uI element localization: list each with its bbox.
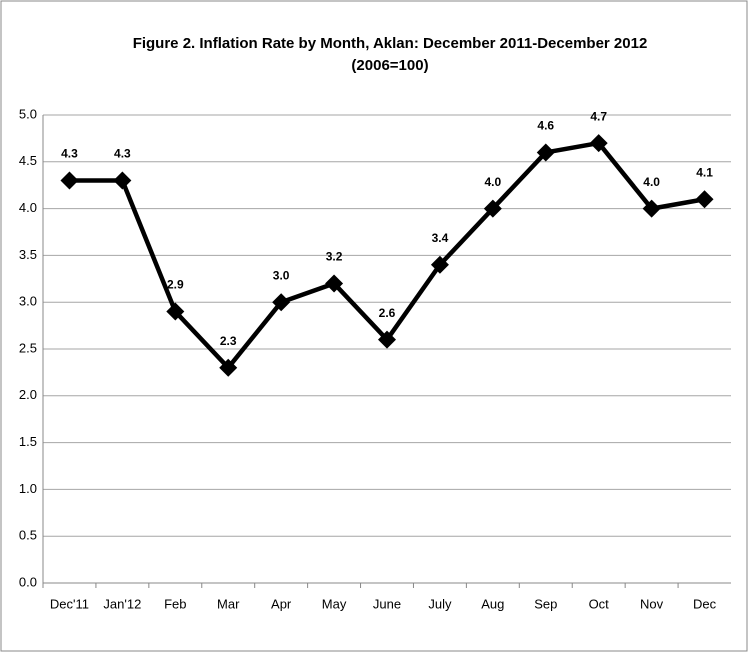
chart-subtitle: (2006=100) bbox=[351, 57, 428, 74]
data-label: 2.6 bbox=[379, 306, 396, 320]
marker bbox=[536, 143, 555, 162]
y-tick-label: 2.0 bbox=[19, 387, 37, 402]
x-tick-label: May bbox=[322, 596, 347, 611]
marker bbox=[430, 255, 449, 274]
y-tick-label: 2.5 bbox=[19, 340, 37, 355]
x-tick-label: June bbox=[373, 596, 401, 611]
data-label: 3.0 bbox=[273, 268, 290, 282]
data-label: 2.3 bbox=[220, 334, 237, 348]
x-tick-label: July bbox=[428, 596, 452, 611]
y-tick-label: 4.0 bbox=[19, 200, 37, 215]
data-label: 4.6 bbox=[537, 119, 554, 133]
y-tick-label: 0.0 bbox=[19, 574, 37, 589]
marker bbox=[378, 330, 396, 349]
chart-title: Figure 2. Inflation Rate by Month, Aklan… bbox=[133, 35, 648, 52]
y-tick-label: 3.5 bbox=[19, 247, 37, 262]
x-tick-label: Oct bbox=[589, 596, 610, 611]
x-tick-label: Sep bbox=[534, 596, 557, 611]
y-tick-label: 0.5 bbox=[19, 528, 37, 543]
x-tick-label: Apr bbox=[271, 596, 292, 611]
data-label: 2.9 bbox=[167, 278, 184, 292]
x-tick-label: Jan'12 bbox=[103, 596, 141, 611]
marker bbox=[483, 199, 502, 218]
y-tick-label: 4.5 bbox=[19, 153, 37, 168]
x-tick-label: Nov bbox=[640, 596, 664, 611]
y-tick-label: 1.5 bbox=[19, 434, 37, 449]
data-label: 3.4 bbox=[432, 231, 449, 245]
x-tick-label: Aug bbox=[481, 596, 504, 611]
y-tick-label: 5.0 bbox=[19, 106, 37, 121]
y-tick-label: 3.0 bbox=[19, 294, 37, 309]
y-tick-label: 1.0 bbox=[19, 481, 37, 496]
marker bbox=[642, 199, 661, 218]
x-tick-label: Feb bbox=[164, 596, 186, 611]
x-tick-label: Dec'11 bbox=[50, 596, 89, 611]
marker bbox=[589, 134, 608, 153]
data-label: 3.2 bbox=[326, 250, 343, 264]
data-label: 4.7 bbox=[590, 109, 607, 123]
data-label: 4.3 bbox=[114, 147, 131, 161]
data-label: 4.1 bbox=[696, 165, 713, 179]
marker bbox=[325, 274, 344, 293]
x-tick-label: Dec bbox=[693, 596, 717, 611]
marker bbox=[166, 302, 185, 321]
marker bbox=[272, 293, 291, 312]
marker bbox=[219, 358, 238, 377]
marker bbox=[113, 171, 132, 190]
data-label: 4.3 bbox=[61, 147, 78, 161]
data-label: 4.0 bbox=[485, 175, 502, 189]
x-tick-label: Mar bbox=[217, 596, 240, 611]
marker bbox=[60, 171, 79, 190]
marker bbox=[695, 190, 714, 209]
data-label: 4.0 bbox=[643, 175, 660, 189]
